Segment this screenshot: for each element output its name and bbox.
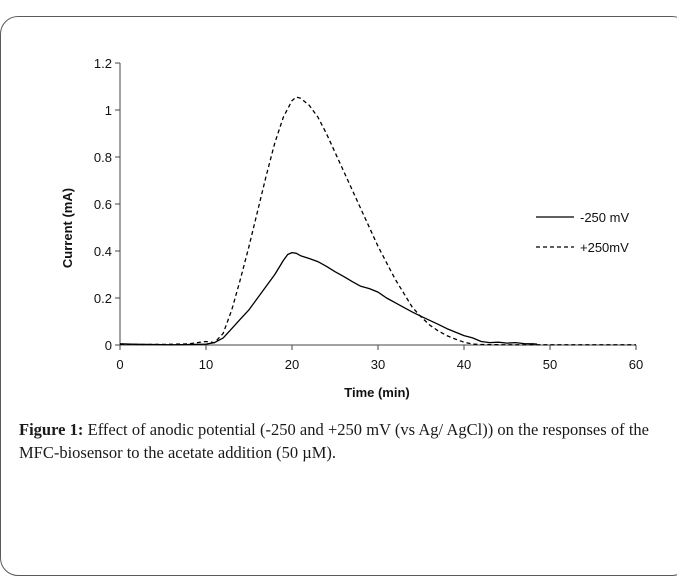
x-tick-label: 30 [371, 357, 385, 372]
chart-series [119, 96, 636, 346]
series-line-1 [119, 251, 538, 346]
y-tick-label: 0.8 [94, 150, 112, 165]
y-tick-label: 0 [105, 338, 112, 353]
x-tick-label: 40 [457, 357, 471, 372]
caption-label: Figure 1: [19, 420, 84, 439]
line-chart: 0 0.2 0.4 0.6 0.8 1 1.2 0 10 20 30 40 50 60 -250 mV +2… [60, 56, 643, 400]
y-tick-label: 1.2 [94, 56, 112, 71]
caption-text: Effect of anodic potential (-250 and +25… [19, 420, 649, 462]
y-tick-label: 1 [105, 103, 112, 118]
y-tick-label: 0.6 [94, 197, 112, 212]
y-axis-label: Current (mA) [60, 188, 75, 268]
chart-legend: -250 mV +250mV [536, 210, 629, 255]
y-tick-label: 0.2 [94, 291, 112, 306]
x-tick-label: 20 [285, 357, 299, 372]
x-tick-label: 0 [116, 357, 123, 372]
x-tick-label: 10 [199, 357, 213, 372]
x-tick-label: 50 [543, 357, 557, 372]
x-tick-label: 60 [629, 357, 643, 372]
y-tick-label: 0.4 [94, 244, 112, 259]
chart-axes: 0 0.2 0.4 0.6 0.8 1 1.2 0 10 20 30 40 50 60 [94, 56, 643, 372]
legend-label-2: +250mV [580, 240, 629, 255]
figure-caption: Figure 1: Effect of anodic potential (-2… [19, 418, 649, 464]
x-axis-label: Time (min) [344, 385, 410, 400]
series-line-2 [119, 96, 636, 346]
legend-label-1: -250 mV [580, 210, 629, 225]
